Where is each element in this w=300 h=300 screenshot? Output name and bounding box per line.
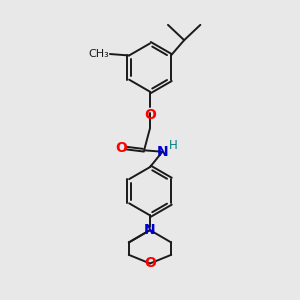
Text: O: O xyxy=(115,141,127,155)
Text: O: O xyxy=(144,256,156,271)
Text: N: N xyxy=(157,145,169,159)
Text: H: H xyxy=(169,139,178,152)
Text: CH₃: CH₃ xyxy=(88,49,109,59)
Text: N: N xyxy=(144,223,156,237)
Text: O: O xyxy=(144,108,156,122)
